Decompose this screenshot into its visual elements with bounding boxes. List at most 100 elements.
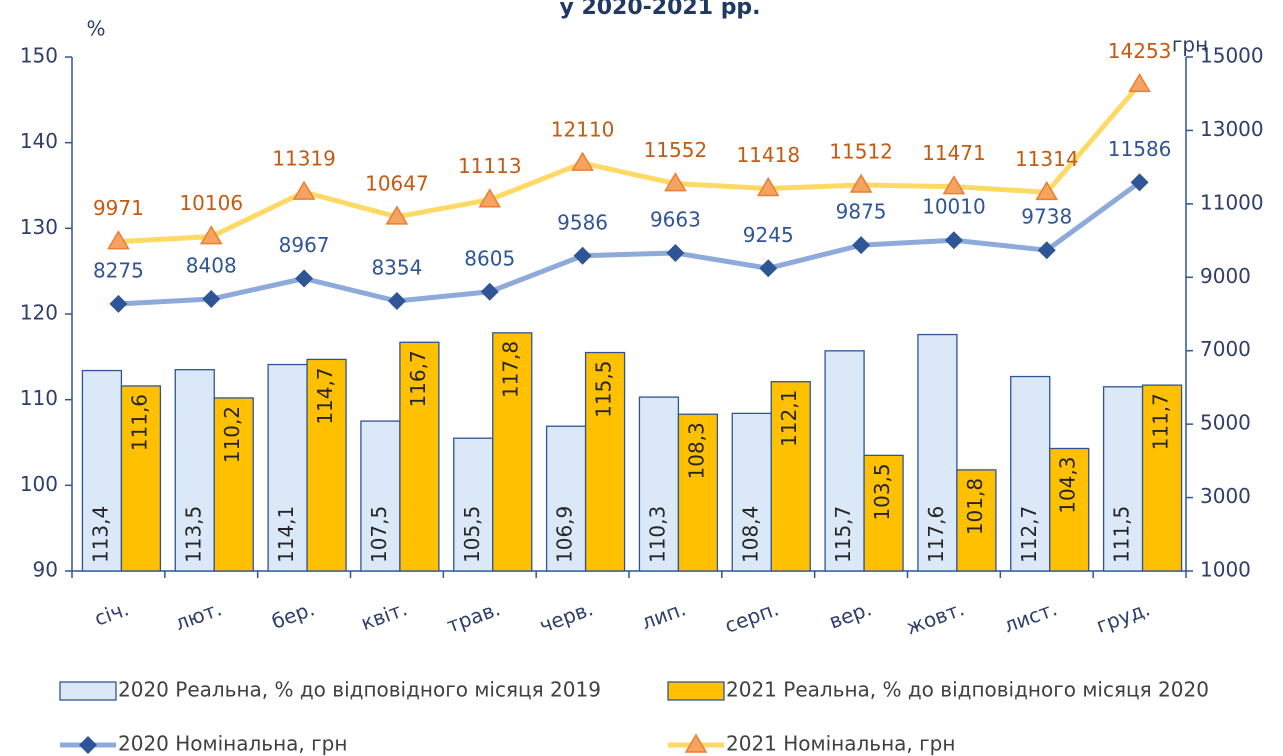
line-value-label: 8354	[371, 256, 422, 280]
bar	[174, 369, 215, 572]
line-value-label: 10106	[179, 191, 243, 215]
bar	[770, 381, 811, 572]
line-value-label: 11471	[922, 141, 986, 165]
y-tick-label: 90	[33, 558, 58, 582]
bar-value-label: 110,2	[220, 406, 244, 463]
x-tick-label: лют.	[172, 596, 225, 635]
line-value-label: 11586	[1108, 137, 1172, 161]
legend-marker	[79, 736, 97, 754]
bar-value-label: 115,7	[831, 506, 855, 563]
bar	[492, 332, 533, 572]
marker	[387, 292, 406, 311]
line-value-label: 11418	[736, 143, 800, 167]
bar	[731, 412, 772, 572]
line-value-label: 9738	[1021, 205, 1072, 229]
marker	[295, 269, 314, 288]
marker	[202, 290, 221, 309]
bar	[81, 369, 123, 572]
legend-marker	[684, 733, 708, 753]
marker	[849, 173, 873, 193]
marker	[292, 180, 316, 200]
y-tick-label: 140	[20, 129, 58, 153]
x-tick-label: лип.	[638, 596, 689, 634]
marker	[759, 259, 778, 278]
marker	[199, 225, 223, 245]
legend-label: 2020 Номінальна, грн	[118, 732, 347, 756]
y-tick-label: 100	[20, 472, 58, 496]
y-tick-label: 150	[20, 44, 58, 68]
line-value-label: 14253	[1108, 39, 1172, 63]
bar-value-label: 103,5	[870, 463, 894, 520]
x-tick-label: бер.	[268, 596, 317, 634]
legend-label: 2021 Реальна, % до відповідного місяця 2…	[726, 678, 1209, 702]
y-axis-label: %	[86, 17, 105, 41]
y-tick-label: 110	[20, 386, 58, 410]
bar-value-label: 113,5	[181, 506, 205, 563]
x-tick-label: серп.	[722, 596, 782, 638]
bar	[1010, 375, 1051, 572]
line-value-label: 12110	[551, 118, 615, 142]
bar	[1049, 447, 1090, 572]
marker	[109, 294, 128, 313]
x-tick-label: черв.	[536, 596, 596, 637]
x-tick-label: груд.	[1093, 596, 1153, 637]
line-value-label: 11314	[1015, 147, 1079, 171]
y2-tick-label: 3000	[1200, 484, 1251, 508]
marker	[666, 243, 685, 262]
legend-label: 2021 Номінальна, грн	[726, 732, 955, 756]
line-value-label: 9971	[93, 196, 144, 220]
y2-tick-label: 9000	[1200, 264, 1251, 288]
bar	[638, 396, 680, 572]
bar	[306, 358, 347, 572]
bar	[917, 333, 958, 572]
bar	[863, 454, 904, 572]
y2-tick-label: 5000	[1200, 411, 1251, 435]
line-value-label: 9586	[557, 210, 608, 234]
bar	[1141, 384, 1183, 572]
bar-value-label: 117,6	[924, 506, 948, 563]
bar	[677, 413, 719, 572]
line-value-label: 11512	[829, 140, 893, 164]
bar-value-label: 112,7	[1017, 506, 1041, 563]
bar-value-label: 116,7	[406, 350, 430, 407]
y2-tick-label: 13000	[1200, 117, 1264, 141]
bar-value-label: 117,8	[499, 341, 523, 398]
bar-value-label: 110,3	[645, 506, 669, 563]
bar-value-label: 104,3	[1056, 456, 1080, 513]
bar	[453, 437, 494, 572]
line-value-label: 8275	[93, 258, 144, 282]
bar-value-label: 105,5	[460, 506, 484, 563]
marker	[1037, 241, 1056, 260]
marker	[944, 231, 963, 250]
marker	[480, 282, 499, 301]
y2-tick-label: 1000	[1200, 558, 1251, 582]
marker	[478, 188, 502, 208]
marker	[573, 246, 592, 265]
chart-title: у 2020-2021 рр.	[559, 0, 760, 20]
line	[118, 180, 1142, 307]
bar-value-label: 107,5	[367, 506, 391, 563]
line-value-label: 9663	[650, 207, 701, 231]
x-tick-label: квіт.	[358, 596, 411, 635]
marker	[1130, 173, 1149, 192]
marker	[571, 151, 594, 171]
line-value-label: 11319	[272, 147, 336, 171]
bar	[956, 469, 997, 572]
x-tick-label: лист.	[1001, 596, 1061, 637]
line-value-label: 8967	[279, 233, 330, 257]
bar-value-label: 115,5	[592, 361, 616, 418]
marker	[664, 172, 687, 192]
bar	[213, 397, 254, 572]
y-tick-label: 130	[20, 215, 58, 239]
marker	[756, 177, 780, 197]
line-value-label: 8605	[464, 246, 515, 270]
bar-value-label: 106,9	[553, 506, 577, 563]
line-value-label: 10010	[922, 195, 986, 219]
line	[118, 82, 1142, 245]
y2-tick-label: 11000	[1200, 190, 1264, 214]
marker	[107, 230, 130, 250]
x-tick-label: трав.	[444, 596, 504, 637]
bar-value-label: 114,7	[313, 367, 337, 424]
bar-value-label: 111,5	[1110, 506, 1134, 563]
